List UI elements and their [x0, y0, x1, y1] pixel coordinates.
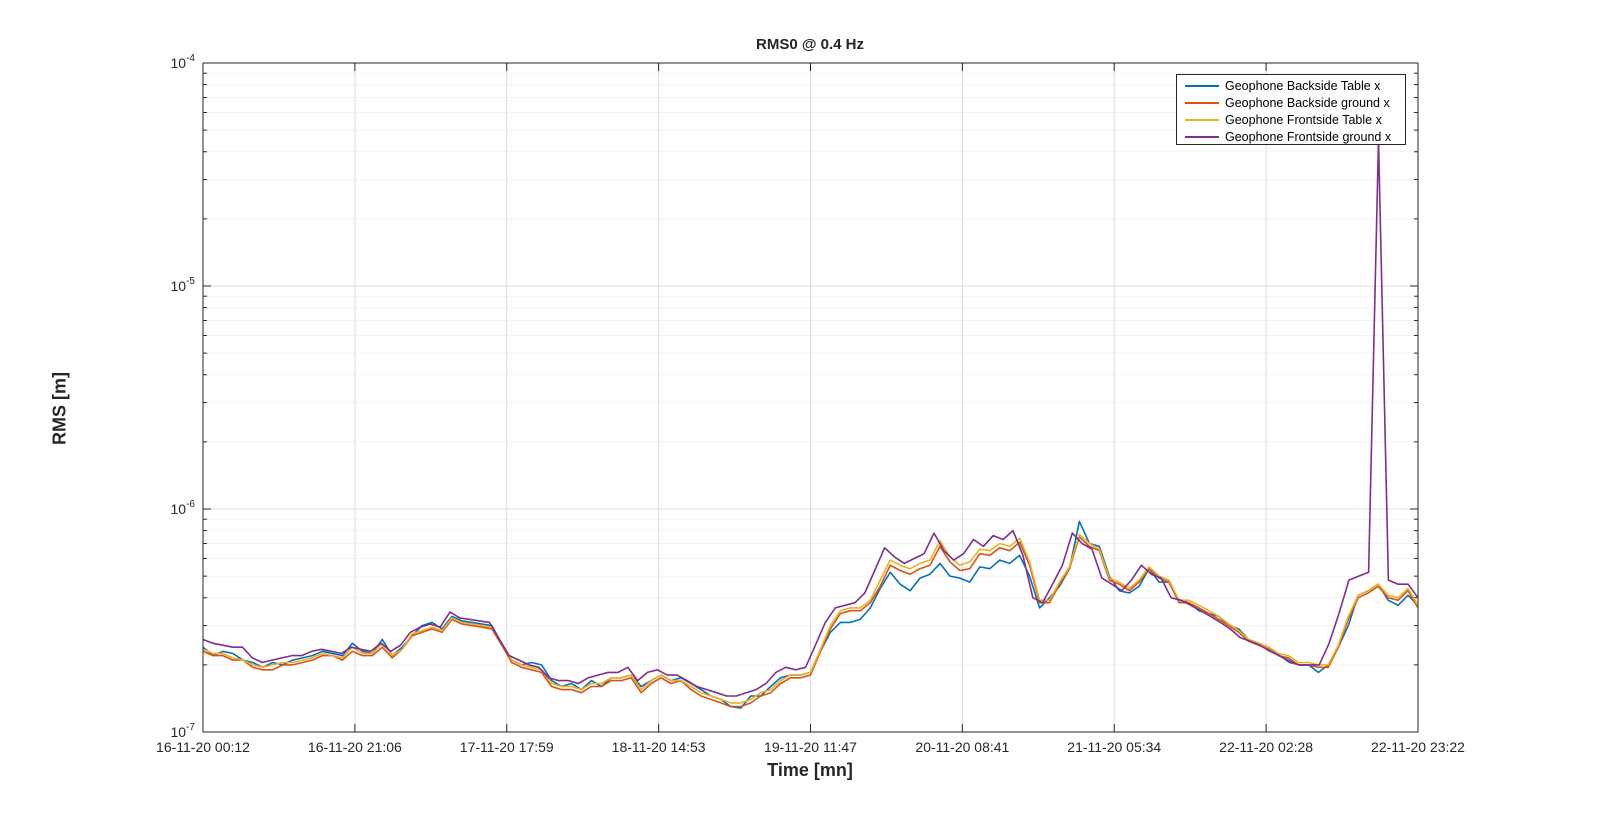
legend-swatch: [1185, 135, 1219, 138]
x-tick-label: 22-11-20 02:28: [1219, 739, 1313, 755]
axes-box: [202, 62, 1419, 733]
x-tick-label: 20-11-20 08:41: [915, 739, 1009, 755]
legend-swatch: [1185, 84, 1219, 87]
y-tick-label: 10-5: [171, 276, 196, 294]
x-tick-label: 16-11-20 00:12: [156, 739, 250, 755]
legend-swatch: [1185, 118, 1219, 121]
legend-label: Geophone Frontside Table x: [1225, 112, 1382, 127]
x-tick-label: 18-11-20 14:53: [612, 739, 706, 755]
legend[interactable]: Geophone Backside Table x Geophone Backsi…: [1176, 74, 1406, 145]
x-tick-label: 17-11-20 17:59: [460, 739, 554, 755]
legend-item[interactable]: Geophone Backside ground x: [1181, 94, 1401, 111]
legend-label: Geophone Frontside ground x: [1225, 129, 1392, 144]
legend-label: Geophone Backside ground x: [1225, 95, 1390, 110]
x-tick-label: 19-11-20 11:47: [764, 739, 857, 755]
chart-title: RMS0 @ 0.4 Hz: [756, 36, 864, 53]
x-tick-label: 16-11-20 21:06: [308, 739, 402, 755]
x-tick-label: 22-11-20 23:22: [1371, 739, 1465, 755]
legend-item[interactable]: Geophone Frontside ground x: [1181, 128, 1401, 145]
legend-item[interactable]: Geophone Frontside Table x: [1181, 111, 1401, 128]
legend-item[interactable]: Geophone Backside Table x: [1181, 77, 1401, 94]
y-axis-label: RMS [m]: [49, 372, 70, 445]
y-tick-label: 10-4: [171, 53, 196, 71]
series-line-4: [202, 139, 1419, 697]
legend-label: Geophone Backside Table x: [1225, 78, 1381, 93]
legend-swatch: [1185, 101, 1219, 104]
x-tick-label: 21-11-20 05:34: [1067, 739, 1161, 755]
y-tick-label: 10-6: [171, 499, 196, 517]
y-tick-label: 10-7: [171, 722, 196, 740]
series-line-3: [202, 533, 1419, 704]
x-axis-label: Time [mn]: [767, 760, 853, 780]
